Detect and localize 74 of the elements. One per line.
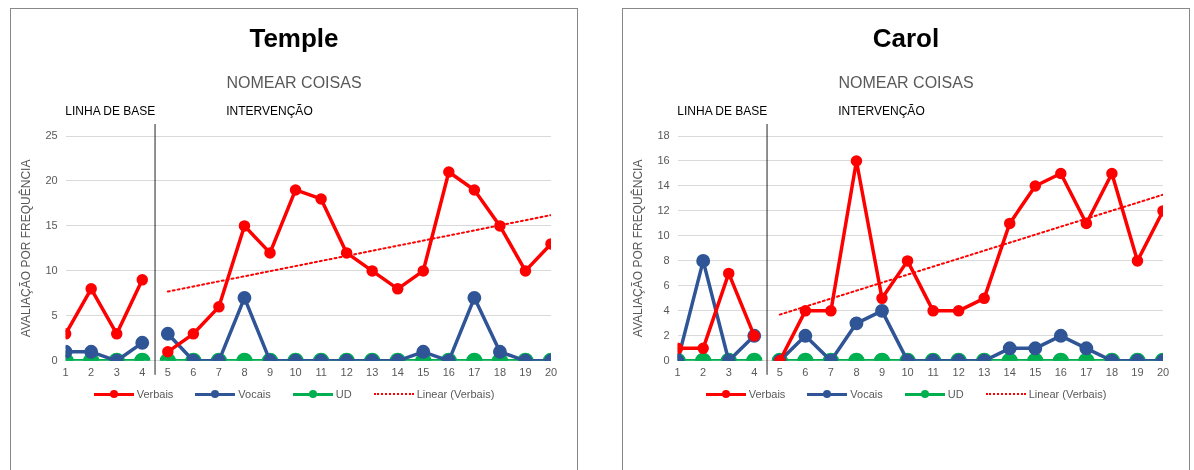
legend-label: Verbais bbox=[748, 388, 786, 400]
chart-subtitle: NOMEAR COISAS bbox=[837, 74, 975, 92]
y-tick-label: 15 bbox=[45, 218, 58, 231]
x-tick-label: 16 bbox=[1054, 366, 1067, 379]
y-tick-label: 14 bbox=[657, 178, 670, 191]
legend-label: Linear (Verbais) bbox=[1028, 388, 1107, 400]
x-tick-label: 20 bbox=[1156, 366, 1170, 379]
x-tick-label: 7 bbox=[827, 366, 834, 379]
y-tick-label: 0 bbox=[51, 353, 58, 366]
y-tick-label: 25 bbox=[45, 129, 58, 142]
x-tick-label: 1 bbox=[62, 366, 69, 379]
y-tick-label: 20 bbox=[45, 173, 58, 186]
x-tick-label: 1 bbox=[674, 366, 681, 379]
x-tick-label: 2 bbox=[700, 366, 707, 379]
y-tick-label: 4 bbox=[663, 303, 670, 316]
y-tick-label: 0 bbox=[663, 353, 670, 366]
x-tick-label: 4 bbox=[139, 366, 146, 379]
chart-title: Temple bbox=[248, 23, 340, 54]
x-tick-label: 4 bbox=[751, 366, 758, 379]
y-tick-label: 16 bbox=[657, 154, 670, 167]
legend-label: Vocais bbox=[238, 388, 271, 400]
y-tick-label: 10 bbox=[45, 263, 58, 276]
x-tick-label: 5 bbox=[776, 366, 783, 379]
x-tick-label: 13 bbox=[978, 366, 991, 379]
x-tick-label: 15 bbox=[1029, 366, 1042, 379]
x-tick-label: 2 bbox=[88, 366, 95, 379]
text: LINHA DE BASE bbox=[65, 104, 156, 118]
legend-label: Linear (Verbais) bbox=[416, 388, 495, 400]
x-tick-label: 5 bbox=[164, 366, 171, 379]
y-tick-label: 12 bbox=[657, 203, 670, 216]
x-tick-label: 7 bbox=[215, 366, 222, 379]
x-tick-label: 17 bbox=[468, 366, 481, 379]
x-tick-label: 19 bbox=[519, 366, 532, 379]
x-tick-label: 15 bbox=[417, 366, 430, 379]
x-tick-label: 3 bbox=[725, 366, 732, 379]
legend-label: UD bbox=[947, 388, 964, 400]
y-tick-label: 18 bbox=[657, 129, 670, 142]
x-tick-label: 3 bbox=[113, 366, 120, 379]
x-tick-label: 17 bbox=[1080, 366, 1093, 379]
x-tick-label: 9 bbox=[878, 366, 886, 379]
chart-title: Carol bbox=[871, 23, 941, 54]
legend-label: Verbais bbox=[136, 388, 174, 400]
x-tick-label: 12 bbox=[340, 366, 353, 379]
text: LINHA DE BASE bbox=[677, 104, 768, 118]
chart-subtitle: NOMEAR COISAS bbox=[225, 74, 363, 92]
x-tick-label: 8 bbox=[853, 366, 860, 379]
y-tick-label: 8 bbox=[663, 253, 670, 266]
x-tick-label: 18 bbox=[493, 366, 507, 379]
legend-label: Vocais bbox=[850, 388, 883, 400]
x-tick-label: 13 bbox=[366, 366, 379, 379]
y-tick-label: 5 bbox=[51, 308, 58, 321]
y-tick-label: 2 bbox=[663, 328, 670, 341]
x-tick-label: 10 bbox=[901, 366, 914, 379]
x-tick-label: 6 bbox=[190, 366, 197, 379]
x-tick-label: 18 bbox=[1105, 366, 1119, 379]
x-tick-label: 6 bbox=[802, 366, 809, 379]
x-tick-label: 11 bbox=[315, 366, 327, 379]
x-tick-label: 19 bbox=[1131, 366, 1144, 379]
x-tick-label: 14 bbox=[1003, 366, 1016, 379]
y-axis-title: AVALIAÇÃO POR FREQUÊNCIA bbox=[629, 159, 645, 338]
x-tick-label: 10 bbox=[289, 366, 302, 379]
x-tick-label: 12 bbox=[952, 366, 965, 379]
x-tick-label: 20 bbox=[544, 366, 558, 379]
x-tick-label: 14 bbox=[391, 366, 404, 379]
y-axis-title: AVALIAÇÃO POR FREQUÊNCIA bbox=[17, 159, 33, 338]
x-tick-label: 16 bbox=[442, 366, 455, 379]
y-tick-label: 6 bbox=[663, 278, 670, 291]
x-tick-label: 11 bbox=[927, 366, 939, 379]
text: INTERVENÇÃO bbox=[838, 104, 925, 118]
legend-label: UD bbox=[335, 388, 352, 400]
x-tick-label: 9 bbox=[266, 366, 274, 379]
x-tick-label: 8 bbox=[241, 366, 248, 379]
text: INTERVENÇÃO bbox=[226, 104, 313, 118]
y-tick-label: 10 bbox=[657, 228, 670, 241]
